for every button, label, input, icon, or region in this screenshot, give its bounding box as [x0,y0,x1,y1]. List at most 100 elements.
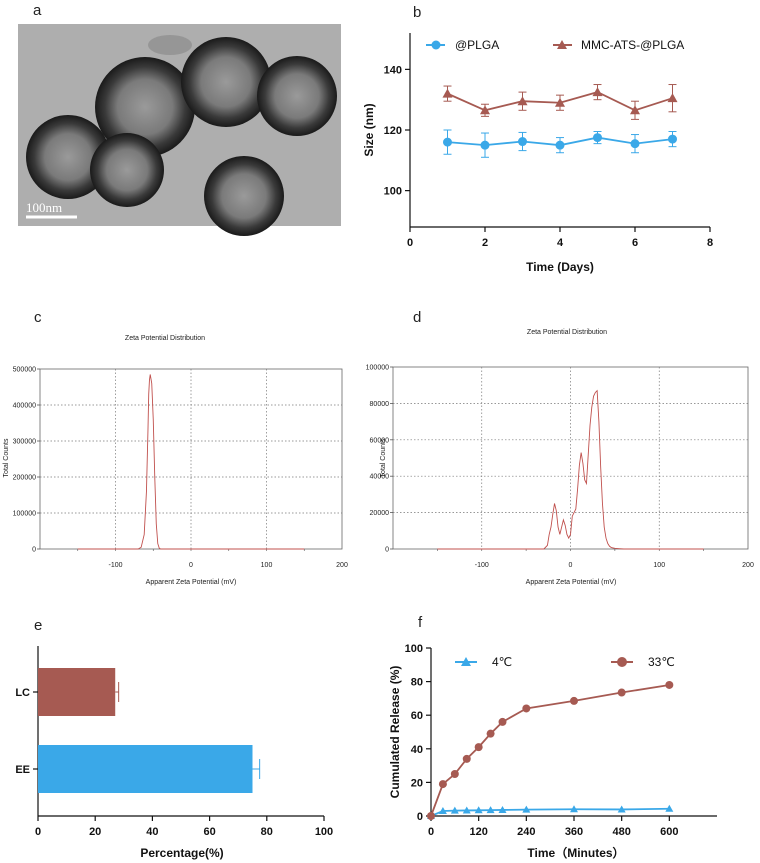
nanoparticle [95,57,195,157]
c-ytick-label: 500000 [13,367,36,374]
chart-f-point [474,806,483,814]
chart-b-point [668,134,677,144]
chart-b-point [518,137,527,147]
chart-f-point [570,805,578,813]
legend-plga-marker [431,40,441,50]
chart-d-title: Zeta Potential Distribution [527,329,607,336]
d-xtick-label: -100 [475,562,489,569]
chart-b-ylabel: Size (nm) [362,103,376,156]
nanoparticle [26,115,110,199]
c-ytick-label: 0 [32,547,36,554]
chart-f-point [438,780,447,789]
chart-f-point [474,743,483,752]
d-xtick-label: 200 [742,562,754,569]
c-xtick-label: -100 [108,562,122,569]
chart-f-point [570,696,578,705]
tem-micrograph: 100nm [18,24,341,236]
legend-plga-label: @PLGA [455,38,499,52]
nanoparticle [257,56,337,136]
chart-f-xtick-label: 600 [660,826,678,838]
chart-b-point [592,87,603,97]
d-ytick-label: 20000 [370,510,390,517]
d-ytick-label: 60000 [370,437,390,444]
legend-4c-label: 4℃ [492,655,512,669]
chart-f-point [522,805,531,813]
chart-f-ytick-label: 0 [417,811,423,823]
legend-mmc-marker [557,40,567,49]
chart-b-point [630,105,640,115]
chart-f-ytick-label: 100 [405,643,423,655]
chart-f-ylabel: Cumulated Release (%) [388,666,402,799]
nanoparticle [181,37,271,127]
panel-letter-c: c [34,309,42,326]
chart-f-series-line-1 [430,684,670,817]
chart-e-xlabel: Percentage(%) [140,846,223,860]
panel-letter-f: f [418,614,423,631]
chart-e-xtick-label: 20 [89,826,101,838]
chart-b-xtick-label: 2 [482,237,488,249]
chart-b-point [480,140,490,150]
chart-b-point [480,105,490,115]
chart-f-point [462,806,471,814]
chart-c-zeta: Zeta Potential Distribution -100 0 100 2000… [3,335,348,586]
chart-f-xtick-label: 120 [469,826,487,838]
legend-33c-marker [617,657,627,667]
chart-b-ytick-label: 120 [384,125,402,137]
chart-c-ylabel: Total Counts [3,438,10,477]
d-ytick-label: 80000 [370,401,390,408]
legend-4c-marker [461,657,471,666]
chart-b-size-stability: Time (Days) Size (nm) 0 2 4 6 8 100 120 140 @PL… [362,33,713,274]
chart-b-xtick-label: 8 [707,237,713,249]
chart-f-point [498,805,507,813]
c-ytick-label: 300000 [13,439,36,446]
chart-f-point [450,806,459,814]
scale-bar-label: 100nm [26,200,62,215]
chart-d-ylabel: Total Counts [380,438,387,477]
chart-e-xtick-label: 0 [35,826,41,838]
chart-b-xtick-label: 6 [632,237,638,249]
chart-b-ytick-label: 140 [384,64,402,76]
chart-b-xtick-label: 4 [557,237,564,249]
chart-f-xtick-label: 480 [612,826,630,838]
chart-b-xlabel: Time (Days) [526,260,594,274]
chart-f-release: 0 120 240 360 480 600 0 20 40 60 80 100 Time（Minute… [388,643,717,860]
c-distribution-line [77,374,305,550]
chart-f-point [486,729,495,738]
chart-f-xtick-label: 360 [565,826,583,838]
chart-f-xtick-label: 0 [428,826,434,838]
chart-f-point [438,806,447,814]
chart-e-bar-lc [38,668,116,716]
chart-b-xtick-label: 0 [407,237,413,249]
panel-letter-b: b [413,4,421,21]
chart-b-point [517,96,528,106]
c-xtick-label: 100 [261,562,273,569]
chart-e-xtick-label: 80 [261,826,273,838]
chart-c-title: Zeta Potential Distribution [125,335,205,342]
chart-f-point [665,804,674,812]
chart-d-zeta: Zeta Potential Distribution -100 0 100 2000… [366,329,754,586]
chart-f-point [450,770,459,778]
panel-letter-d: d [413,309,421,326]
legend-mmc-label: MMC-ATS-@PLGA [581,38,684,52]
chart-f-point [486,806,495,814]
d-ytick-label: 0 [385,547,389,554]
chart-e-category-label: EE [15,764,30,776]
chart-e-xtick-label: 60 [203,826,215,838]
chart-f-point [665,680,674,689]
chart-f-point [522,704,531,713]
panel-letter-a: a [33,2,42,19]
chart-f-xtick-label: 240 [517,826,535,838]
chart-b-point [593,133,602,143]
chart-e-lc-ee: 0 20 40 60 80 100 LC EE Percentage(%) [15,646,333,860]
c-ytick-label: 200000 [13,475,36,482]
chart-e-bar-ee [38,745,253,793]
d-xtick-label: 0 [569,562,573,569]
c-xtick-label: 0 [189,562,193,569]
c-ytick-label: 100000 [13,511,36,518]
chart-b-point [667,93,678,103]
d-distribution-line [437,389,704,550]
chart-e-category-label: LC [15,687,30,699]
chart-b-ytick-label: 100 [384,186,402,198]
chart-f-ytick-label: 80 [411,677,423,689]
